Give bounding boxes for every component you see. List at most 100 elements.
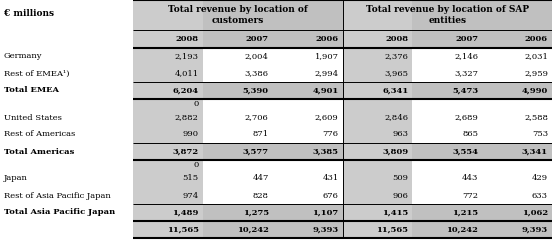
Bar [133, 143, 203, 160]
Text: 2006: 2006 [525, 35, 548, 43]
Text: 10,242: 10,242 [446, 226, 478, 234]
Bar [342, 82, 412, 99]
Text: Rest of Americas: Rest of Americas [4, 131, 75, 139]
Text: 3,965: 3,965 [384, 70, 408, 78]
Bar [342, 204, 412, 221]
Text: 10,242: 10,242 [237, 226, 269, 234]
Text: Total Asia Pacific Japan: Total Asia Pacific Japan [4, 208, 115, 216]
Text: 3,341: 3,341 [522, 147, 548, 155]
Text: 963: 963 [392, 131, 408, 139]
Text: 2,193: 2,193 [175, 52, 199, 60]
Text: 2,846: 2,846 [384, 113, 408, 121]
Text: 9,393: 9,393 [312, 226, 338, 234]
Text: 3,809: 3,809 [382, 147, 408, 155]
Text: 2,959: 2,959 [524, 70, 548, 78]
Text: 0: 0 [194, 161, 199, 169]
Text: 2,994: 2,994 [315, 70, 338, 78]
Text: 3,872: 3,872 [173, 147, 199, 155]
Text: 509: 509 [392, 174, 408, 182]
Text: Total revenue by location of SAP
entities: Total revenue by location of SAP entitie… [365, 5, 529, 25]
Text: 2,004: 2,004 [245, 52, 269, 60]
Text: Rest of Asia Pacific Japan: Rest of Asia Pacific Japan [4, 192, 111, 200]
Text: 6,204: 6,204 [173, 86, 199, 94]
Text: 11,565: 11,565 [167, 226, 199, 234]
Bar [133, 30, 552, 48]
Text: Rest of EMEA¹): Rest of EMEA¹) [4, 70, 70, 78]
Text: 0: 0 [194, 100, 199, 108]
Text: 974: 974 [183, 192, 199, 200]
Text: 4,901: 4,901 [312, 86, 338, 94]
Text: 3,327: 3,327 [454, 70, 478, 78]
Text: 443: 443 [462, 174, 478, 182]
Text: 447: 447 [252, 174, 269, 182]
Text: 2,146: 2,146 [454, 52, 478, 60]
Text: 5,473: 5,473 [452, 86, 478, 94]
Bar [133, 0, 552, 30]
Bar [133, 221, 203, 238]
Text: 2006: 2006 [315, 35, 338, 43]
Text: 2008: 2008 [176, 35, 199, 43]
Text: 990: 990 [183, 131, 199, 139]
Bar [133, 221, 552, 238]
Bar [133, 143, 552, 160]
Text: 2,689: 2,689 [454, 113, 478, 121]
Text: 3,554: 3,554 [452, 147, 478, 155]
Text: 3,577: 3,577 [242, 147, 269, 155]
Text: 828: 828 [253, 192, 269, 200]
Text: 2,588: 2,588 [524, 113, 548, 121]
Bar [342, 0, 412, 238]
Text: 753: 753 [532, 131, 548, 139]
Text: 865: 865 [462, 131, 478, 139]
Text: Japan: Japan [4, 174, 28, 182]
Bar [133, 0, 203, 30]
Text: 772: 772 [462, 192, 478, 200]
Text: 1,489: 1,489 [172, 208, 199, 216]
Text: 2,706: 2,706 [245, 113, 269, 121]
Text: 431: 431 [322, 174, 338, 182]
Text: 1,275: 1,275 [242, 208, 269, 216]
Text: Total EMEA: Total EMEA [4, 86, 59, 94]
Text: 515: 515 [183, 174, 199, 182]
Text: 4,990: 4,990 [522, 86, 548, 94]
Bar [133, 82, 552, 99]
Text: 3,386: 3,386 [245, 70, 269, 78]
Bar [342, 30, 412, 48]
Text: 1,062: 1,062 [522, 208, 548, 216]
Text: Total revenue by location of
customers: Total revenue by location of customers [168, 5, 307, 25]
Bar [133, 204, 552, 221]
Text: 1,415: 1,415 [382, 208, 408, 216]
Text: 1,107: 1,107 [312, 208, 338, 216]
Text: 2,031: 2,031 [524, 52, 548, 60]
Text: 11,565: 11,565 [376, 226, 408, 234]
Bar [133, 30, 203, 48]
Text: 676: 676 [322, 192, 338, 200]
Text: 3,385: 3,385 [312, 147, 338, 155]
Text: 2,882: 2,882 [175, 113, 199, 121]
Bar [133, 82, 203, 99]
Bar [342, 143, 412, 160]
Text: 9,393: 9,393 [522, 226, 548, 234]
Text: 429: 429 [532, 174, 548, 182]
Text: 1,907: 1,907 [315, 52, 338, 60]
Text: United States: United States [4, 113, 62, 121]
Bar [133, 0, 203, 238]
Text: 633: 633 [532, 192, 548, 200]
Bar [342, 221, 412, 238]
Text: 2,376: 2,376 [384, 52, 408, 60]
Text: 6,341: 6,341 [382, 86, 408, 94]
Text: 776: 776 [322, 131, 338, 139]
Text: Total Americas: Total Americas [4, 147, 75, 155]
Text: 2,609: 2,609 [315, 113, 338, 121]
Text: € millions: € millions [4, 9, 54, 18]
Text: 1,215: 1,215 [452, 208, 478, 216]
Text: Germany: Germany [4, 52, 43, 60]
Text: 2007: 2007 [455, 35, 478, 43]
Text: 2007: 2007 [246, 35, 269, 43]
Text: 4,011: 4,011 [175, 70, 199, 78]
Text: 2008: 2008 [385, 35, 408, 43]
Bar [133, 204, 203, 221]
Bar [342, 0, 412, 30]
Text: 871: 871 [253, 131, 269, 139]
Text: 5,390: 5,390 [243, 86, 269, 94]
Text: 906: 906 [392, 192, 408, 200]
